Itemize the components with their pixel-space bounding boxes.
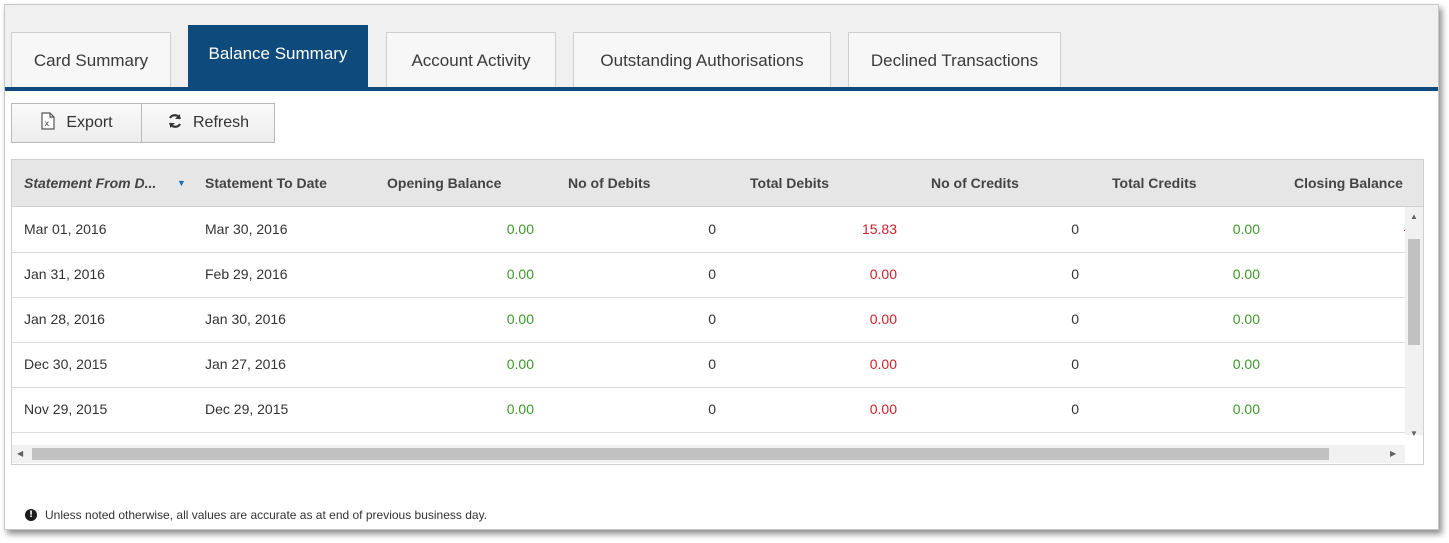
scroll-down-icon[interactable]: ▼ bbox=[1410, 429, 1418, 438]
cell-total-credits: 0.00 bbox=[1232, 266, 1260, 282]
table-row[interactable]: Dec 30, 2015 Jan 27, 2016 0.00 0 0.00 0 … bbox=[12, 342, 1405, 388]
cell-no-of-credits: 0 bbox=[1071, 311, 1079, 327]
balance-summary-window: Card Summary Balance Summary Account Act… bbox=[4, 4, 1439, 530]
cell-opening-balance: 0.00 bbox=[506, 311, 534, 327]
tab-card-summary[interactable]: Card Summary bbox=[11, 32, 171, 88]
footer-note-text: Unless noted otherwise, all values are a… bbox=[45, 508, 488, 522]
cell-no-of-debits: 0 bbox=[708, 356, 716, 372]
table-row[interactable]: Nov 29, 2015 Dec 29, 2015 0.00 0 0.00 0 … bbox=[12, 387, 1405, 433]
cell-no-of-debits: 0 bbox=[708, 311, 716, 327]
cell-total-debits: 0.00 bbox=[869, 401, 897, 417]
cell-statement-from: Jan 31, 2016 bbox=[24, 266, 105, 282]
cell-opening-balance: 0.00 bbox=[506, 266, 534, 282]
scroll-up-icon[interactable]: ▲ bbox=[1410, 212, 1418, 221]
cell-statement-to: Dec 29, 2015 bbox=[205, 401, 289, 417]
tab-label: Card Summary bbox=[33, 50, 149, 70]
refresh-button[interactable]: Refresh bbox=[141, 103, 275, 143]
horizontal-scroll-thumb[interactable] bbox=[32, 448, 1329, 460]
cell-statement-to: Mar 30, 2016 bbox=[205, 221, 288, 237]
column-header-opening-balance[interactable]: Opening Balance bbox=[387, 175, 502, 191]
tab-label: Outstanding Authorisations bbox=[600, 50, 804, 70]
cell-no-of-debits: 0 bbox=[708, 221, 716, 237]
cell-total-credits: 0.00 bbox=[1232, 221, 1260, 237]
horizontal-scrollbar[interactable]: ◀ ▶ bbox=[12, 445, 1405, 463]
cell-opening-balance: 0.00 bbox=[506, 221, 534, 237]
cell-no-of-debits: 0 bbox=[708, 266, 716, 282]
cell-statement-from: Nov 29, 2015 bbox=[24, 401, 108, 417]
cell-total-debits: 0.00 bbox=[869, 266, 897, 282]
export-button[interactable]: x Export bbox=[11, 103, 142, 143]
scroll-left-icon[interactable]: ◀ bbox=[17, 449, 24, 458]
cell-total-debits: 0.00 bbox=[869, 356, 897, 372]
column-header-total-debits[interactable]: Total Debits bbox=[750, 175, 830, 191]
cell-opening-balance: 0.00 bbox=[506, 356, 534, 372]
cell-no-of-credits: 0 bbox=[1071, 401, 1079, 417]
table-row[interactable]: Mar 01, 2016 Mar 30, 2016 0.00 0 15.83 0… bbox=[12, 207, 1408, 253]
sort-desc-icon: ▼ bbox=[177, 178, 186, 188]
info-icon: ! bbox=[25, 509, 37, 521]
column-header-statement-from[interactable]: Statement From D... ▼ bbox=[24, 160, 186, 206]
balance-grid: Statement From D... ▼ Statement To Date O… bbox=[11, 159, 1424, 465]
cell-opening-balance: 0.00 bbox=[506, 401, 534, 417]
cell-statement-from: Mar 01, 2016 bbox=[24, 221, 107, 237]
cell-statement-from: Jan 28, 2016 bbox=[24, 311, 105, 327]
column-header-statement-to[interactable]: Statement To Date bbox=[205, 175, 327, 191]
table-row[interactable]: Jan 28, 2016 Jan 30, 2016 0.00 0 0.00 0 … bbox=[12, 297, 1405, 343]
column-header-label: Statement From D... bbox=[24, 175, 157, 191]
grid-header: Statement From D... ▼ Statement To Date O… bbox=[12, 160, 1423, 207]
tab-label: Account Activity bbox=[411, 50, 531, 70]
refresh-label: Refresh bbox=[192, 114, 250, 131]
footer-note: ! Unless noted otherwise, all values are… bbox=[25, 508, 487, 522]
excel-export-icon: x bbox=[40, 111, 56, 135]
tab-declined-transactions[interactable]: Declined Transactions bbox=[848, 32, 1061, 88]
vertical-scroll-thumb[interactable] bbox=[1408, 239, 1420, 345]
tab-underline bbox=[5, 87, 1438, 91]
cell-total-credits: 0.00 bbox=[1232, 401, 1260, 417]
refresh-icon bbox=[167, 113, 183, 134]
cell-no-of-credits: 0 bbox=[1071, 221, 1079, 237]
cell-total-debits: 0.00 bbox=[869, 311, 897, 327]
column-header-no-of-credits[interactable]: No of Credits bbox=[931, 175, 1019, 191]
cell-total-debits: 15.83 bbox=[861, 221, 897, 237]
column-header-total-credits[interactable]: Total Credits bbox=[1112, 175, 1197, 191]
column-header-no-of-debits[interactable]: No of Debits bbox=[568, 175, 651, 191]
scroll-right-icon[interactable]: ▶ bbox=[1390, 449, 1397, 458]
table-row[interactable]: Jan 31, 2016 Feb 29, 2016 0.00 0 0.00 0 … bbox=[12, 252, 1405, 298]
column-header-closing-balance[interactable]: Closing Balance bbox=[1294, 175, 1403, 191]
tab-account-activity[interactable]: Account Activity bbox=[386, 32, 556, 88]
tab-outstanding-authorisations[interactable]: Outstanding Authorisations bbox=[573, 32, 831, 88]
tab-balance-summary[interactable]: Balance Summary bbox=[188, 25, 368, 88]
tab-bar: Card Summary Balance Summary Account Act… bbox=[5, 5, 1438, 88]
vertical-scrollbar[interactable]: ▲ ▼ bbox=[1405, 207, 1423, 438]
cell-total-credits: 0.00 bbox=[1232, 311, 1260, 327]
svg-text:x: x bbox=[45, 119, 50, 128]
cell-statement-from: Dec 30, 2015 bbox=[24, 356, 108, 372]
cell-statement-to: Feb 29, 2016 bbox=[205, 266, 288, 282]
tab-label: Balance Summary bbox=[208, 44, 348, 63]
tab-label: Declined Transactions bbox=[870, 50, 1039, 70]
cell-no-of-debits: 0 bbox=[708, 401, 716, 417]
export-label: Export bbox=[66, 114, 113, 131]
cell-statement-to: Jan 27, 2016 bbox=[205, 356, 286, 372]
cell-closing-balance: - bbox=[1292, 207, 1408, 252]
cell-total-credits: 0.00 bbox=[1232, 356, 1260, 372]
cell-no-of-credits: 0 bbox=[1071, 356, 1079, 372]
cell-no-of-credits: 0 bbox=[1071, 266, 1079, 282]
cell-statement-to: Jan 30, 2016 bbox=[205, 311, 286, 327]
